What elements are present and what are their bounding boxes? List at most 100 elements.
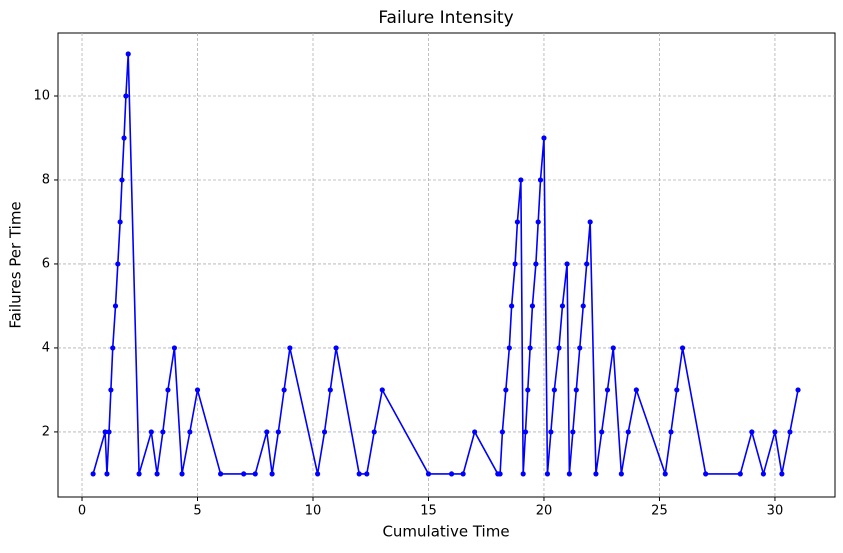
data-point	[509, 303, 515, 309]
data-point	[123, 93, 129, 99]
data-point	[703, 471, 709, 477]
data-point	[604, 387, 611, 393]
data-point	[154, 471, 160, 477]
data-point	[281, 387, 287, 393]
data-point	[512, 261, 518, 267]
data-point	[522, 429, 529, 435]
data-point	[102, 429, 108, 435]
data-point	[564, 261, 570, 267]
data-point	[593, 471, 599, 477]
data-point	[165, 387, 171, 393]
data-point	[472, 429, 478, 435]
data-point	[618, 471, 624, 477]
data-point	[544, 471, 551, 477]
data-point	[537, 177, 544, 183]
data-point	[119, 177, 125, 183]
data-point	[525, 387, 531, 393]
data-point	[580, 303, 586, 309]
data-point	[264, 429, 270, 435]
data-point	[633, 387, 639, 393]
data-point	[514, 219, 521, 225]
data-point	[241, 471, 247, 477]
chart-title: Failure Intensity	[378, 8, 513, 28]
data-point	[533, 261, 539, 267]
data-point	[577, 345, 583, 351]
data-point	[218, 471, 224, 477]
data-point	[117, 219, 123, 225]
data-point	[425, 471, 432, 477]
data-point	[503, 387, 509, 393]
data-point	[527, 345, 533, 351]
data-point	[795, 387, 801, 393]
x-axis-label: Cumulative Time	[382, 523, 509, 541]
data-point	[535, 219, 541, 225]
data-point	[520, 471, 526, 477]
data-point	[679, 345, 686, 351]
data-point	[787, 429, 793, 435]
y-tick-label: 2	[42, 424, 50, 439]
data-point	[371, 429, 377, 435]
data-point	[356, 471, 362, 477]
x-tick-label: 5	[193, 504, 201, 519]
data-point	[760, 471, 766, 477]
data-point	[460, 471, 466, 477]
data-point	[599, 429, 605, 435]
data-point	[587, 219, 593, 225]
y-tick-label: 4	[42, 340, 50, 355]
data-point	[662, 471, 668, 477]
data-point	[584, 261, 590, 267]
data-point	[110, 345, 116, 351]
data-point	[674, 387, 680, 393]
data-point	[559, 303, 566, 309]
data-point	[187, 429, 193, 435]
data-point	[779, 471, 785, 477]
data-point	[104, 471, 110, 477]
data-point	[379, 387, 385, 393]
data-point	[364, 471, 370, 477]
data-point	[541, 135, 547, 141]
data-point	[106, 429, 112, 435]
data-point	[518, 177, 524, 183]
data-point	[108, 387, 114, 393]
data-point	[551, 387, 557, 393]
data-point	[573, 387, 579, 393]
data-point	[668, 429, 674, 435]
data-point	[499, 429, 505, 435]
data-point	[194, 387, 201, 393]
x-tick-label: 0	[78, 504, 86, 519]
data-point	[737, 471, 743, 477]
data-point	[570, 429, 576, 435]
data-point	[333, 345, 339, 351]
x-tick-label: 15	[420, 504, 437, 519]
data-point	[448, 471, 455, 477]
data-point	[772, 429, 778, 435]
data-point	[148, 429, 154, 435]
data-point	[315, 471, 321, 477]
data-point	[160, 429, 166, 435]
data-point	[625, 429, 631, 435]
data-point	[179, 471, 185, 477]
x-tick-label: 20	[536, 504, 553, 519]
plot-frame	[57, 32, 836, 498]
data-point	[269, 471, 275, 477]
data-point	[252, 471, 258, 477]
data-point	[115, 261, 121, 267]
y-axis-label: Failures Per Time	[7, 201, 25, 328]
data-point	[556, 345, 562, 351]
data-point	[121, 135, 127, 141]
y-tick-label: 6	[42, 256, 50, 271]
data-point	[321, 429, 328, 435]
data-point	[497, 471, 503, 477]
x-tick-label: 30	[767, 504, 784, 519]
data-line	[92, 53, 799, 477]
data-point	[548, 429, 554, 435]
data-point	[171, 345, 178, 351]
y-tick-label: 8	[42, 172, 50, 187]
data-point	[90, 471, 96, 477]
data-point	[287, 345, 293, 351]
data-point	[506, 345, 512, 351]
x-tick-label: 10	[305, 504, 322, 519]
data-point	[610, 345, 616, 351]
data-point	[125, 51, 131, 57]
data-point	[566, 471, 572, 477]
